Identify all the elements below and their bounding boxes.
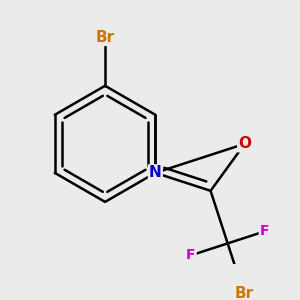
Text: F: F	[260, 224, 269, 239]
Text: N: N	[149, 165, 162, 180]
Text: O: O	[238, 136, 251, 151]
Text: Br: Br	[234, 286, 254, 300]
Text: Br: Br	[95, 30, 115, 45]
Text: F: F	[186, 248, 196, 262]
